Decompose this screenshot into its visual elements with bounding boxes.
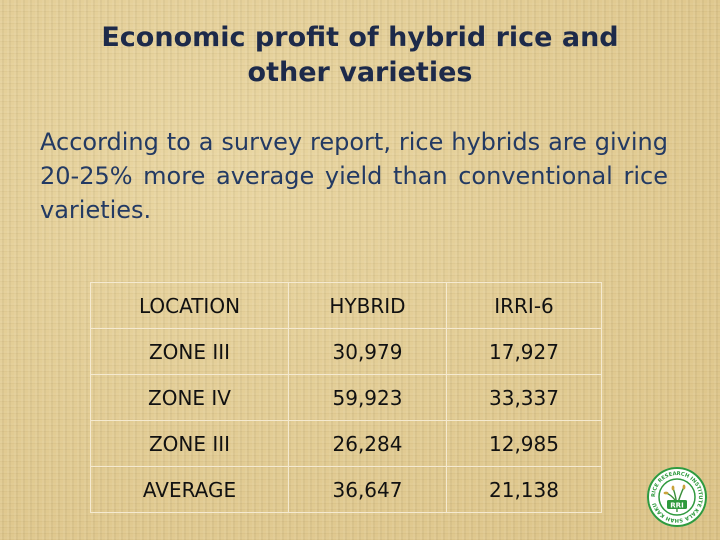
table-cell-hybrid: 26,284 <box>288 420 447 467</box>
table-cell-hybrid: 30,979 <box>288 328 447 375</box>
table-cell-location: ZONE III <box>90 420 289 467</box>
yield-table: LOCATION HYBRID IRRI-6 ZONE III 30,979 1… <box>90 282 602 513</box>
header-irri-6: IRRI-6 <box>446 282 602 329</box>
header-hybrid: HYBRID <box>288 282 447 329</box>
table-header-row: LOCATION HYBRID IRRI-6 <box>90 282 602 329</box>
table-row: AVERAGE 36,647 21,138 <box>90 466 602 513</box>
header-location: LOCATION <box>90 282 289 329</box>
svg-text:RRI: RRI <box>670 501 683 509</box>
table-cell-irri-6: 33,337 <box>446 374 602 421</box>
body-paragraph: According to a survey report, rice hybri… <box>40 128 668 224</box>
rri-logo-icon: RICE RESEARCH INSTITUTE KALA SHAH KAKU R… <box>647 467 707 527</box>
table-cell-hybrid: 59,923 <box>288 374 447 421</box>
table-row: ZONE III 30,979 17,927 <box>90 328 602 375</box>
rri-logo: RICE RESEARCH INSTITUTE KALA SHAH KAKU R… <box>646 466 708 528</box>
table-row: ZONE IV 59,923 33,337 <box>90 374 602 421</box>
slide-title-line-2: other varieties <box>247 57 473 88</box>
slide-title-line-1: Economic profit of hybrid rice and <box>101 22 619 53</box>
slide-title: Economic profit of hybrid rice and other… <box>0 20 720 90</box>
table-cell-irri-6: 12,985 <box>446 420 602 467</box>
table-cell-irri-6: 17,927 <box>446 328 602 375</box>
table-cell-location: ZONE IV <box>90 374 289 421</box>
table-cell-location: ZONE III <box>90 328 289 375</box>
table-row: ZONE III 26,284 12,985 <box>90 420 602 467</box>
table-cell-hybrid: 36,647 <box>288 466 447 513</box>
table-cell-location: AVERAGE <box>90 466 289 513</box>
table-cell-irri-6: 21,138 <box>446 466 602 513</box>
